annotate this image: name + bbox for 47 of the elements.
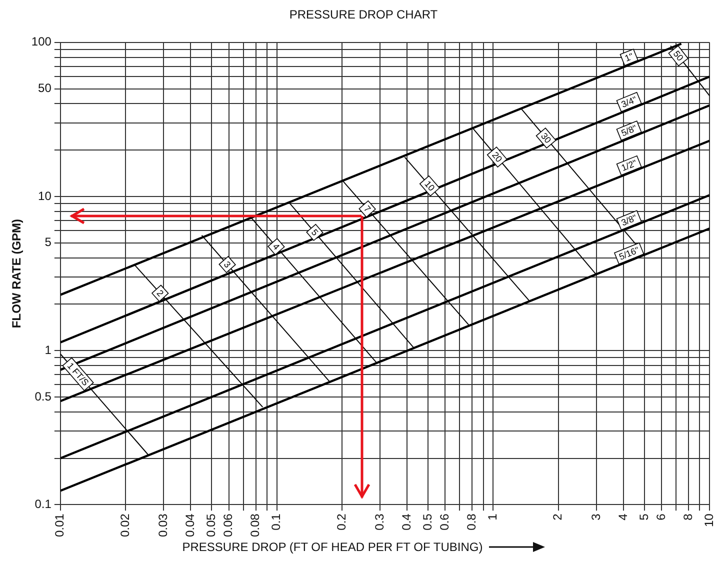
x-tick-label: 0.3 — [372, 513, 386, 530]
x-tick-label: 6 — [654, 513, 668, 520]
x-tick-label: 0.1 — [269, 513, 284, 530]
x-tick-label: 8 — [680, 513, 695, 520]
text: 30 — [538, 130, 554, 146]
y-tick-label: 50 — [38, 81, 52, 96]
text: 5/16" — [618, 244, 641, 262]
text: 10 — [422, 178, 437, 193]
text: 3 — [222, 259, 233, 270]
text: 5 — [309, 227, 320, 238]
y-tick-label: 0.5 — [34, 389, 52, 404]
chart-title: PRESSURE DROP CHART — [289, 8, 438, 22]
text: 3/4" — [620, 94, 638, 110]
x-tick-label: 0.2 — [334, 513, 348, 530]
x-tick-label: 0.04 — [183, 513, 198, 538]
x-tick-label: 0.05 — [204, 513, 218, 538]
x-tick-label: 5 — [636, 513, 651, 520]
y-tick-label: 0.1 — [34, 496, 52, 511]
x-tick-label: 0.6 — [438, 513, 452, 530]
x-tick-label: 0.5 — [420, 513, 434, 530]
text: 3/8" — [620, 212, 638, 228]
text: 2 — [154, 288, 166, 298]
x-tick-label: 0.06 — [221, 513, 236, 538]
y-axis-title: FLOW RATE (GPM) — [10, 218, 24, 328]
y-tick-label: 100 — [31, 34, 52, 49]
y-tick-label: 5 — [44, 235, 52, 250]
y-tick-label: 1 — [44, 342, 52, 357]
x-tick-label: 0.02 — [118, 513, 132, 538]
text: 50 — [671, 48, 686, 63]
x-tick-label: 0.4 — [399, 513, 414, 530]
y-tick-label: 10 — [38, 188, 52, 203]
x-tick-label: 3 — [588, 513, 603, 520]
x-tick-label: 0.03 — [156, 513, 170, 538]
text: 1" — [623, 51, 635, 64]
text: 5/8" — [620, 123, 638, 138]
x-tick-label: 0.08 — [248, 513, 262, 538]
x-axis-title: PRESSURE DROP (FT OF HEAD PER FT OF TUBING) — [182, 540, 483, 554]
x-tick-label: 1 — [486, 513, 500, 520]
x-tick-label: 0.01 — [52, 513, 67, 538]
x-tick-label: 2 — [550, 513, 565, 520]
x-tick-label: 10 — [702, 513, 716, 528]
x-tick-label: 4 — [616, 513, 630, 520]
text: 4 — [270, 241, 282, 252]
x-tick-label: 0.8 — [464, 513, 479, 530]
text: 7 — [362, 204, 373, 214]
text: 20 — [490, 150, 504, 164]
text: 1/2" — [620, 158, 638, 174]
